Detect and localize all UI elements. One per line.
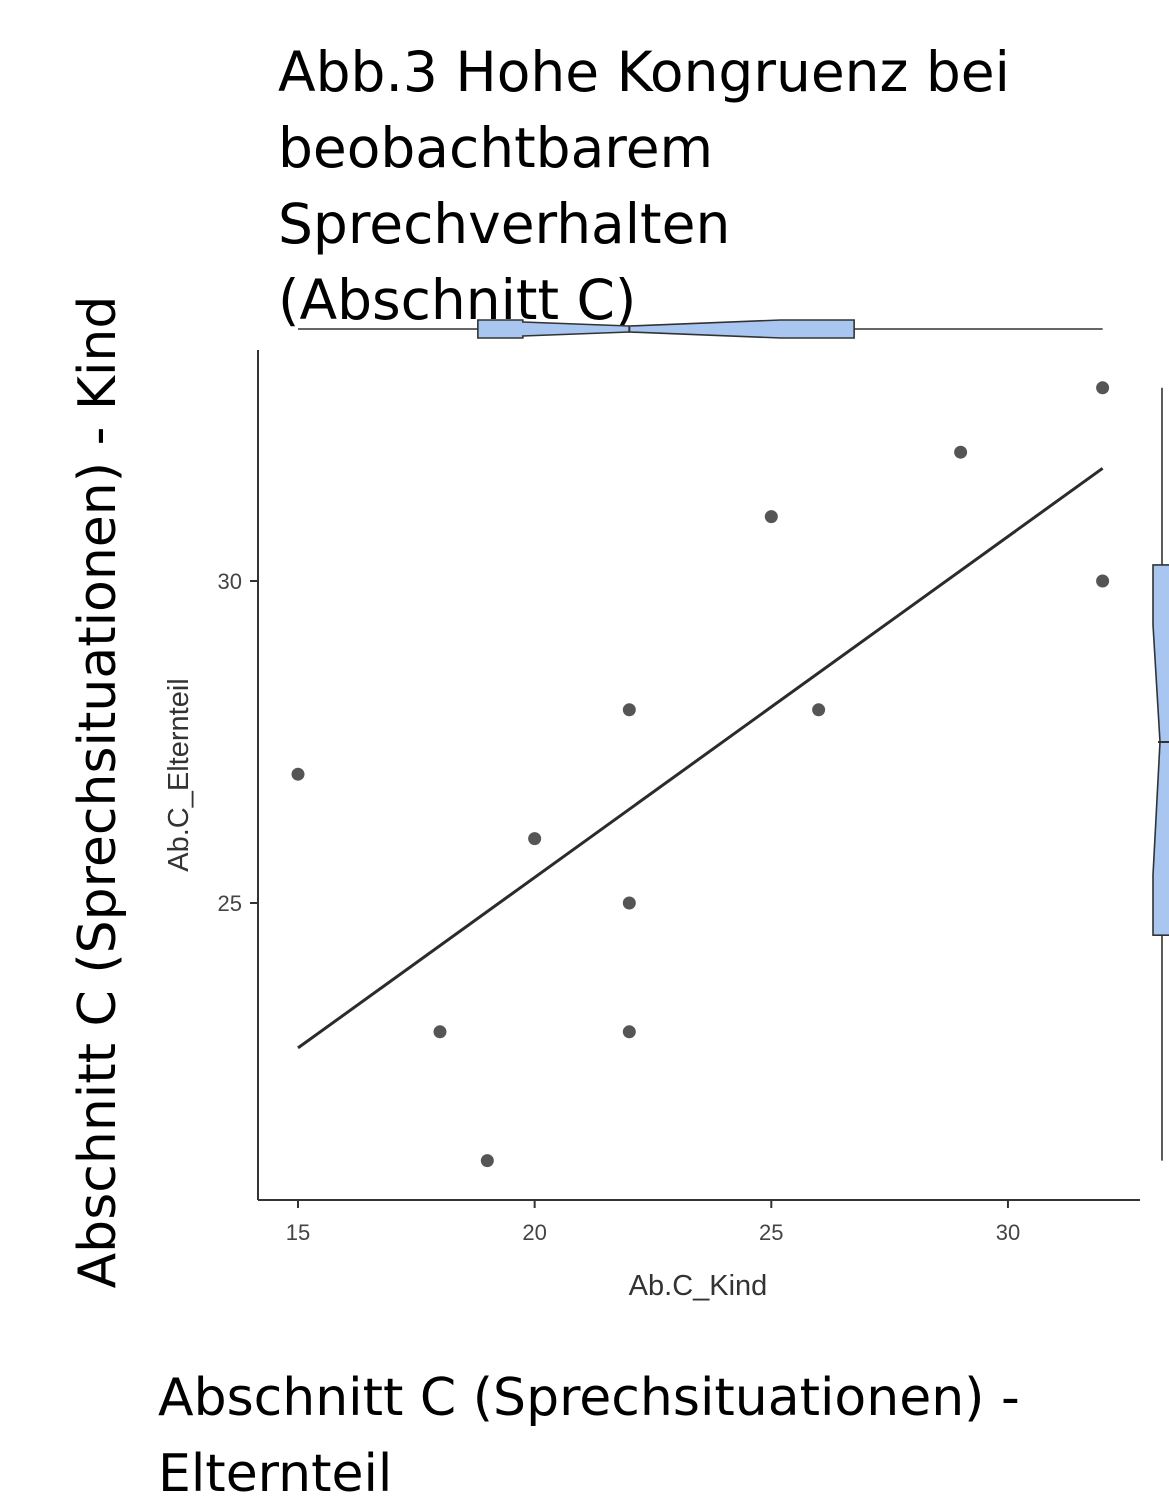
marginal-boxplot-y (1152, 387, 1169, 1161)
data-point (622, 1025, 636, 1039)
data-point (764, 510, 778, 524)
regression-line (297, 467, 1104, 1050)
x-tick-label: 25 (759, 1220, 783, 1245)
x-axis-title: Ab.C_Kind (629, 1270, 768, 1302)
title-line-2: beobachtbarem Sprechverhalten (278, 116, 731, 256)
data-point (528, 832, 542, 846)
y-axis-title: Ab.C_Elternteil (163, 678, 195, 871)
data-point (954, 445, 968, 459)
outer-x-label-line-1: Abschnitt C (Sprechsituationen) - (158, 1368, 1020, 1428)
data-point (433, 1025, 447, 1039)
x-tick-label: 20 (522, 1220, 546, 1245)
marginal-boxplot-x (298, 319, 1103, 339)
x-tick-label: 30 (996, 1220, 1020, 1245)
data-point (622, 703, 636, 717)
title-line-3: (Abschnitt C) (278, 268, 637, 332)
notched-box-x (477, 319, 855, 339)
regression-line-group (297, 467, 1104, 1050)
outer-x-axis-label: Abschnitt C (Sprechsituationen) - Eltern… (158, 1360, 1158, 1512)
axes: 15 20 25 30 25 30 (218, 350, 1140, 1245)
y-tick-label: 30 (218, 569, 242, 594)
figure-title: Abb.3 Hohe Kongruenz bei beobachtbarem S… (278, 34, 1168, 338)
title-line-1: Abb.3 Hohe Kongruenz bei (278, 40, 1010, 104)
data-point (812, 703, 826, 717)
data-points (291, 381, 1110, 1168)
notched-box-y (1152, 564, 1169, 937)
x-tick-label: 15 (286, 1220, 310, 1245)
y-tick-label: 25 (218, 891, 242, 916)
data-point (1096, 381, 1110, 395)
data-point (480, 1154, 494, 1168)
data-point (291, 767, 305, 781)
data-point (622, 896, 636, 910)
data-point (1096, 574, 1110, 588)
